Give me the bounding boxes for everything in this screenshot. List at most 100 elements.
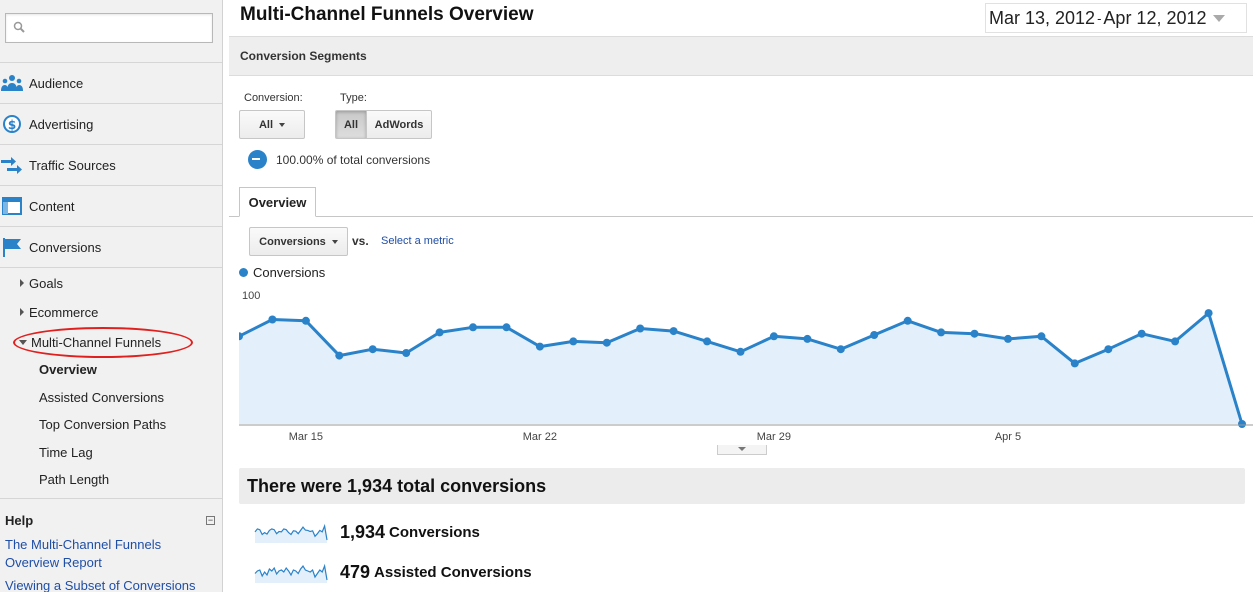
sidebar-item-overview[interactable]: Overview [39,362,97,377]
sidebar: Audience $ Advertising Traffic Sources C… [0,0,223,592]
data-point[interactable] [703,337,712,346]
chevron-down-icon [279,122,286,127]
search-box[interactable] [5,13,213,43]
data-point[interactable] [335,351,344,360]
data-point[interactable] [1171,337,1180,346]
pie-icon [248,150,267,169]
highlight-circle [13,327,193,358]
sidebar-item-advertising[interactable]: $ Advertising [0,103,222,144]
sidebar-item-label: Audience [29,75,84,91]
select-metric-link[interactable]: Select a metric [381,235,454,247]
conversion-label: Conversion: [244,92,303,104]
expand-arrow-icon [20,308,24,316]
sidebar-item-ecommerce[interactable]: Ecommerce [20,305,98,320]
flag-icon [1,236,23,258]
data-point[interactable] [1004,334,1012,343]
sparkline-line [254,523,328,540]
sidebar-item-top-conversion-paths[interactable]: Top Conversion Paths [39,417,167,432]
date-start: Mar 13, 2012 [989,7,1096,28]
sidebar-item-time-lag[interactable]: Time Lag [39,445,93,460]
sidebar-item-goals[interactable]: Goals [20,276,63,291]
series-area [239,313,1242,424]
chart-resize-handle[interactable] [717,445,767,455]
data-point[interactable] [1070,359,1079,368]
data-point[interactable] [1104,345,1113,354]
sidebar-item-audience[interactable]: Audience [0,62,222,103]
data-point[interactable] [1137,329,1146,338]
stat-assisted-conversions[interactable]: 479 Assisted Conversions [254,562,532,583]
stat-conversions[interactable]: 1,934 Conversions [254,522,480,543]
data-point[interactable] [502,323,511,332]
data-point[interactable] [636,324,645,333]
metric-dropdown[interactable]: Conversions [249,227,348,256]
data-point[interactable] [301,316,310,325]
chevron-down-icon [1212,14,1225,22]
chart-legend: Conversions [239,265,325,280]
legend-label: Conversions [253,265,326,280]
sidebar-item-assisted-conversions[interactable]: Assisted Conversions [39,390,164,405]
tab-overview[interactable]: Overview [239,187,316,217]
data-point[interactable] [1204,309,1213,318]
sidebar-item-label: Traffic Sources [29,157,116,173]
tab-divider [229,216,1253,217]
data-point[interactable] [239,332,243,341]
x-tick-label: Mar 22 [523,431,557,443]
date-range-picker[interactable]: Mar 13, 2012 - Apr 12, 2012 [985,3,1247,33]
percent-text: 100.00% of total conversions [276,152,431,167]
percent-total: 100.00% of total conversions [248,150,430,169]
stat-label: Conversions [389,524,480,541]
data-point[interactable] [736,347,745,356]
data-point[interactable] [870,331,879,339]
help-link-overview-report[interactable]: The Multi-Channel Funnels Overview Repor… [5,537,162,570]
sparkline-conversions [254,523,328,543]
sparkline-line [254,563,328,580]
help-title: Help [5,513,34,528]
conversion-value: All [258,118,274,131]
data-point[interactable] [903,316,912,325]
conversion-segments-header[interactable]: Conversion Segments [229,36,1253,76]
data-point[interactable] [402,349,411,357]
data-point[interactable] [602,338,611,347]
data-point[interactable] [669,327,678,336]
data-point[interactable] [1238,420,1246,428]
data-point[interactable] [836,345,845,354]
help-collapse-button[interactable]: − [206,515,215,525]
stat-number: 479 [340,562,371,582]
section-title: Conversion Segments [240,49,367,63]
stat-number: 1,934 [340,522,386,542]
data-point[interactable] [937,328,946,337]
data-point[interactable] [535,342,544,351]
sidebar-item-traffic-sources[interactable]: Traffic Sources [0,144,222,185]
data-point[interactable] [268,315,277,324]
help-link-subset[interactable]: Viewing a Subset of Conversions [5,578,196,592]
audience-icon [1,72,23,94]
type-adwords-button[interactable]: AdWords [366,110,432,139]
data-point[interactable] [435,328,444,337]
conversion-dropdown[interactable]: All [239,110,305,139]
data-point[interactable] [803,334,812,343]
svg-text:$: $ [8,118,16,132]
divider [0,498,222,499]
sidebar-item-conversions[interactable]: Conversions [0,226,222,267]
vs-label: vs. [352,234,369,248]
type-all-button[interactable]: All [335,110,367,139]
search-icon [13,21,25,33]
data-point[interactable] [1037,332,1046,341]
expand-arrow-icon [20,279,24,287]
date-end: Apr 12, 2012 [1103,7,1207,28]
legend-dot [239,268,248,277]
content-icon [1,195,23,217]
sidebar-item-path-length[interactable]: Path Length [39,472,110,487]
data-point[interactable] [368,345,377,354]
summary-headline: There were 1,934 total conversions [239,468,1245,504]
data-point[interactable] [569,337,578,346]
arrows-icon [1,154,23,176]
search-input[interactable] [30,18,208,38]
data-point[interactable] [970,329,979,338]
chevron-down-icon [331,239,338,244]
sidebar-item-content[interactable]: Content [0,185,222,226]
data-point[interactable] [469,323,477,332]
data-point[interactable] [769,332,778,341]
date-separator: - [1097,10,1102,26]
